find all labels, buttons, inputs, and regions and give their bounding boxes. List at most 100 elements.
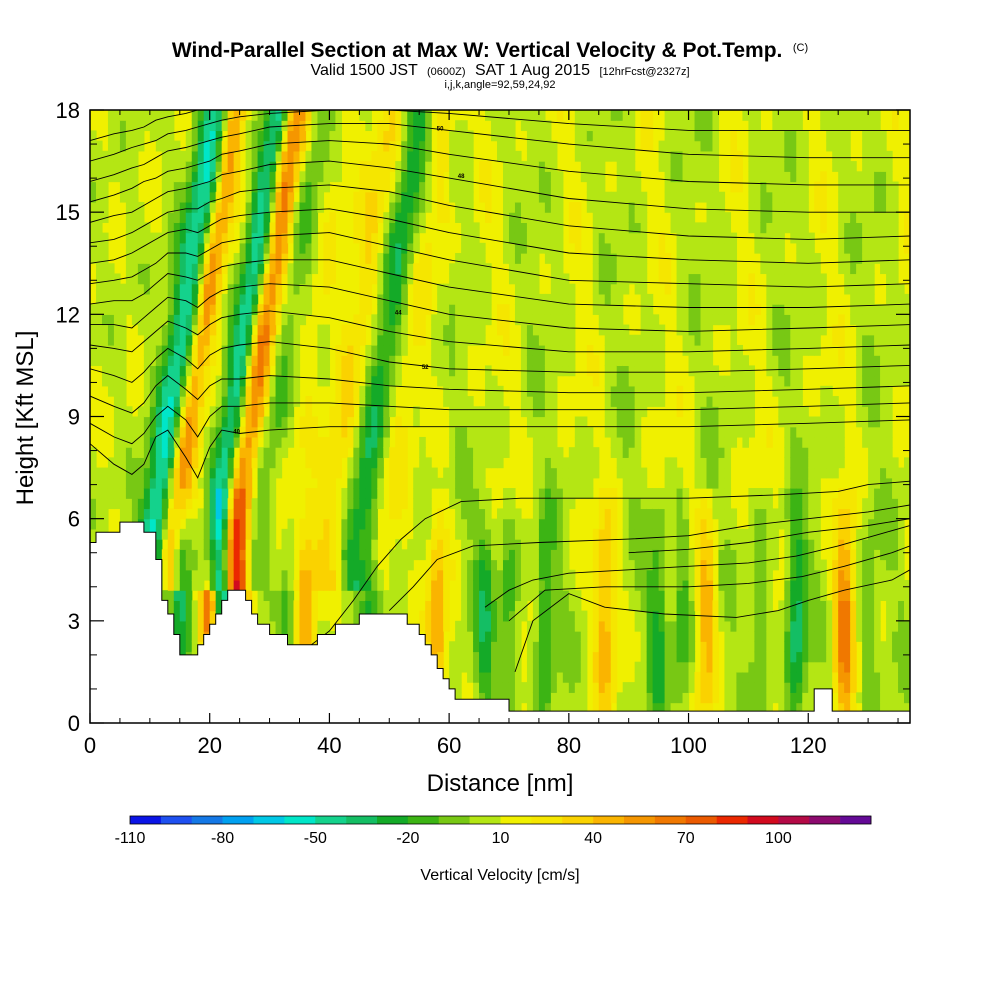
velocity-cell bbox=[640, 396, 648, 407]
velocity-cell bbox=[323, 508, 331, 520]
velocity-cell bbox=[305, 273, 313, 285]
velocity-cell bbox=[131, 161, 139, 172]
velocity-cell bbox=[407, 150, 414, 162]
velocity-cell bbox=[742, 436, 749, 448]
velocity-cell bbox=[251, 406, 259, 418]
velocity-cell bbox=[167, 130, 175, 142]
velocity-cell bbox=[191, 150, 199, 162]
velocity-cell bbox=[443, 620, 450, 632]
velocity-cell bbox=[473, 590, 480, 601]
velocity-cell bbox=[197, 222, 205, 234]
velocity-cell bbox=[419, 498, 426, 510]
velocity-cell bbox=[167, 447, 175, 458]
velocity-cell bbox=[467, 539, 474, 550]
velocity-cell bbox=[526, 120, 534, 132]
velocity-cell bbox=[532, 130, 540, 142]
velocity-cell bbox=[449, 283, 456, 295]
velocity-cell bbox=[371, 324, 378, 336]
velocity-cell bbox=[155, 334, 163, 346]
velocity-cell bbox=[125, 457, 133, 469]
velocity-cell bbox=[676, 671, 684, 683]
velocity-cell bbox=[694, 477, 702, 489]
velocity-cell bbox=[508, 140, 516, 152]
velocity-cell bbox=[706, 365, 714, 377]
velocity-cell bbox=[215, 600, 223, 612]
velocity-cell bbox=[305, 620, 313, 632]
velocity-cell bbox=[694, 293, 702, 305]
velocity-cell bbox=[287, 528, 295, 540]
velocity-cell bbox=[239, 110, 247, 121]
velocity-cell bbox=[694, 406, 702, 418]
velocity-cell bbox=[748, 396, 755, 407]
velocity-cell bbox=[520, 559, 528, 571]
velocity-cell bbox=[688, 355, 696, 367]
velocity-cell bbox=[185, 631, 193, 642]
velocity-cell bbox=[239, 467, 247, 479]
velocity-cell bbox=[658, 375, 666, 387]
velocity-cell bbox=[598, 283, 606, 295]
velocity-cell bbox=[365, 569, 372, 581]
velocity-cell bbox=[622, 161, 630, 172]
velocity-cell bbox=[329, 579, 337, 591]
velocity-cell bbox=[443, 293, 450, 305]
velocity-cell bbox=[485, 191, 492, 203]
velocity-cell bbox=[101, 467, 109, 479]
velocity-cell bbox=[610, 671, 618, 683]
velocity-cell bbox=[700, 631, 708, 642]
velocity-cell bbox=[700, 447, 708, 458]
velocity-cell bbox=[598, 324, 606, 336]
velocity-cell bbox=[724, 273, 732, 285]
velocity-cell bbox=[257, 304, 265, 315]
velocity-cell bbox=[502, 579, 510, 591]
velocity-cell bbox=[185, 273, 193, 285]
velocity-cell bbox=[137, 477, 145, 489]
velocity-cell bbox=[371, 457, 378, 469]
velocity-cell bbox=[161, 406, 169, 418]
velocity-cell bbox=[449, 355, 456, 367]
velocity-cell bbox=[263, 355, 271, 367]
velocity-cell bbox=[245, 477, 253, 489]
velocity-cell bbox=[251, 273, 259, 285]
velocity-cell bbox=[562, 304, 570, 315]
velocity-cell bbox=[329, 477, 337, 489]
velocity-cell bbox=[341, 426, 348, 438]
velocity-cell bbox=[257, 171, 265, 183]
velocity-cell bbox=[263, 385, 271, 397]
velocity-cell bbox=[113, 365, 121, 377]
velocity-cell bbox=[101, 283, 109, 295]
velocity-cell bbox=[239, 222, 247, 234]
velocity-cell bbox=[532, 498, 540, 510]
velocity-cell bbox=[634, 201, 642, 213]
velocity-cell bbox=[227, 467, 235, 479]
velocity-cell bbox=[724, 508, 732, 520]
velocity-cell bbox=[245, 528, 253, 540]
velocity-cell bbox=[526, 416, 534, 428]
velocity-cell bbox=[299, 600, 307, 612]
velocity-cell bbox=[491, 447, 498, 458]
velocity-cell bbox=[113, 355, 121, 367]
velocity-cell bbox=[227, 528, 235, 540]
velocity-cell bbox=[544, 242, 552, 254]
velocity-cell bbox=[473, 559, 480, 571]
velocity-cell bbox=[371, 263, 378, 275]
velocity-cell bbox=[185, 201, 193, 213]
velocity-cell bbox=[688, 579, 696, 591]
velocity-cell bbox=[311, 539, 319, 550]
velocity-cell bbox=[245, 201, 253, 213]
velocity-cell bbox=[670, 620, 678, 632]
velocity-cell bbox=[275, 110, 283, 121]
velocity-cell bbox=[706, 344, 714, 356]
velocity-cell bbox=[532, 375, 540, 387]
velocity-cell bbox=[664, 682, 672, 693]
velocity-cell bbox=[209, 559, 217, 571]
velocity-cell bbox=[203, 426, 211, 438]
velocity-cell bbox=[191, 273, 199, 285]
velocity-cell bbox=[95, 273, 103, 285]
velocity-cell bbox=[221, 161, 229, 172]
velocity-cell bbox=[532, 569, 540, 581]
velocity-cell bbox=[556, 212, 564, 223]
velocity-cell bbox=[604, 191, 612, 203]
velocity-cell bbox=[748, 283, 755, 295]
velocity-cell bbox=[335, 385, 342, 397]
velocity-cell bbox=[371, 569, 378, 581]
